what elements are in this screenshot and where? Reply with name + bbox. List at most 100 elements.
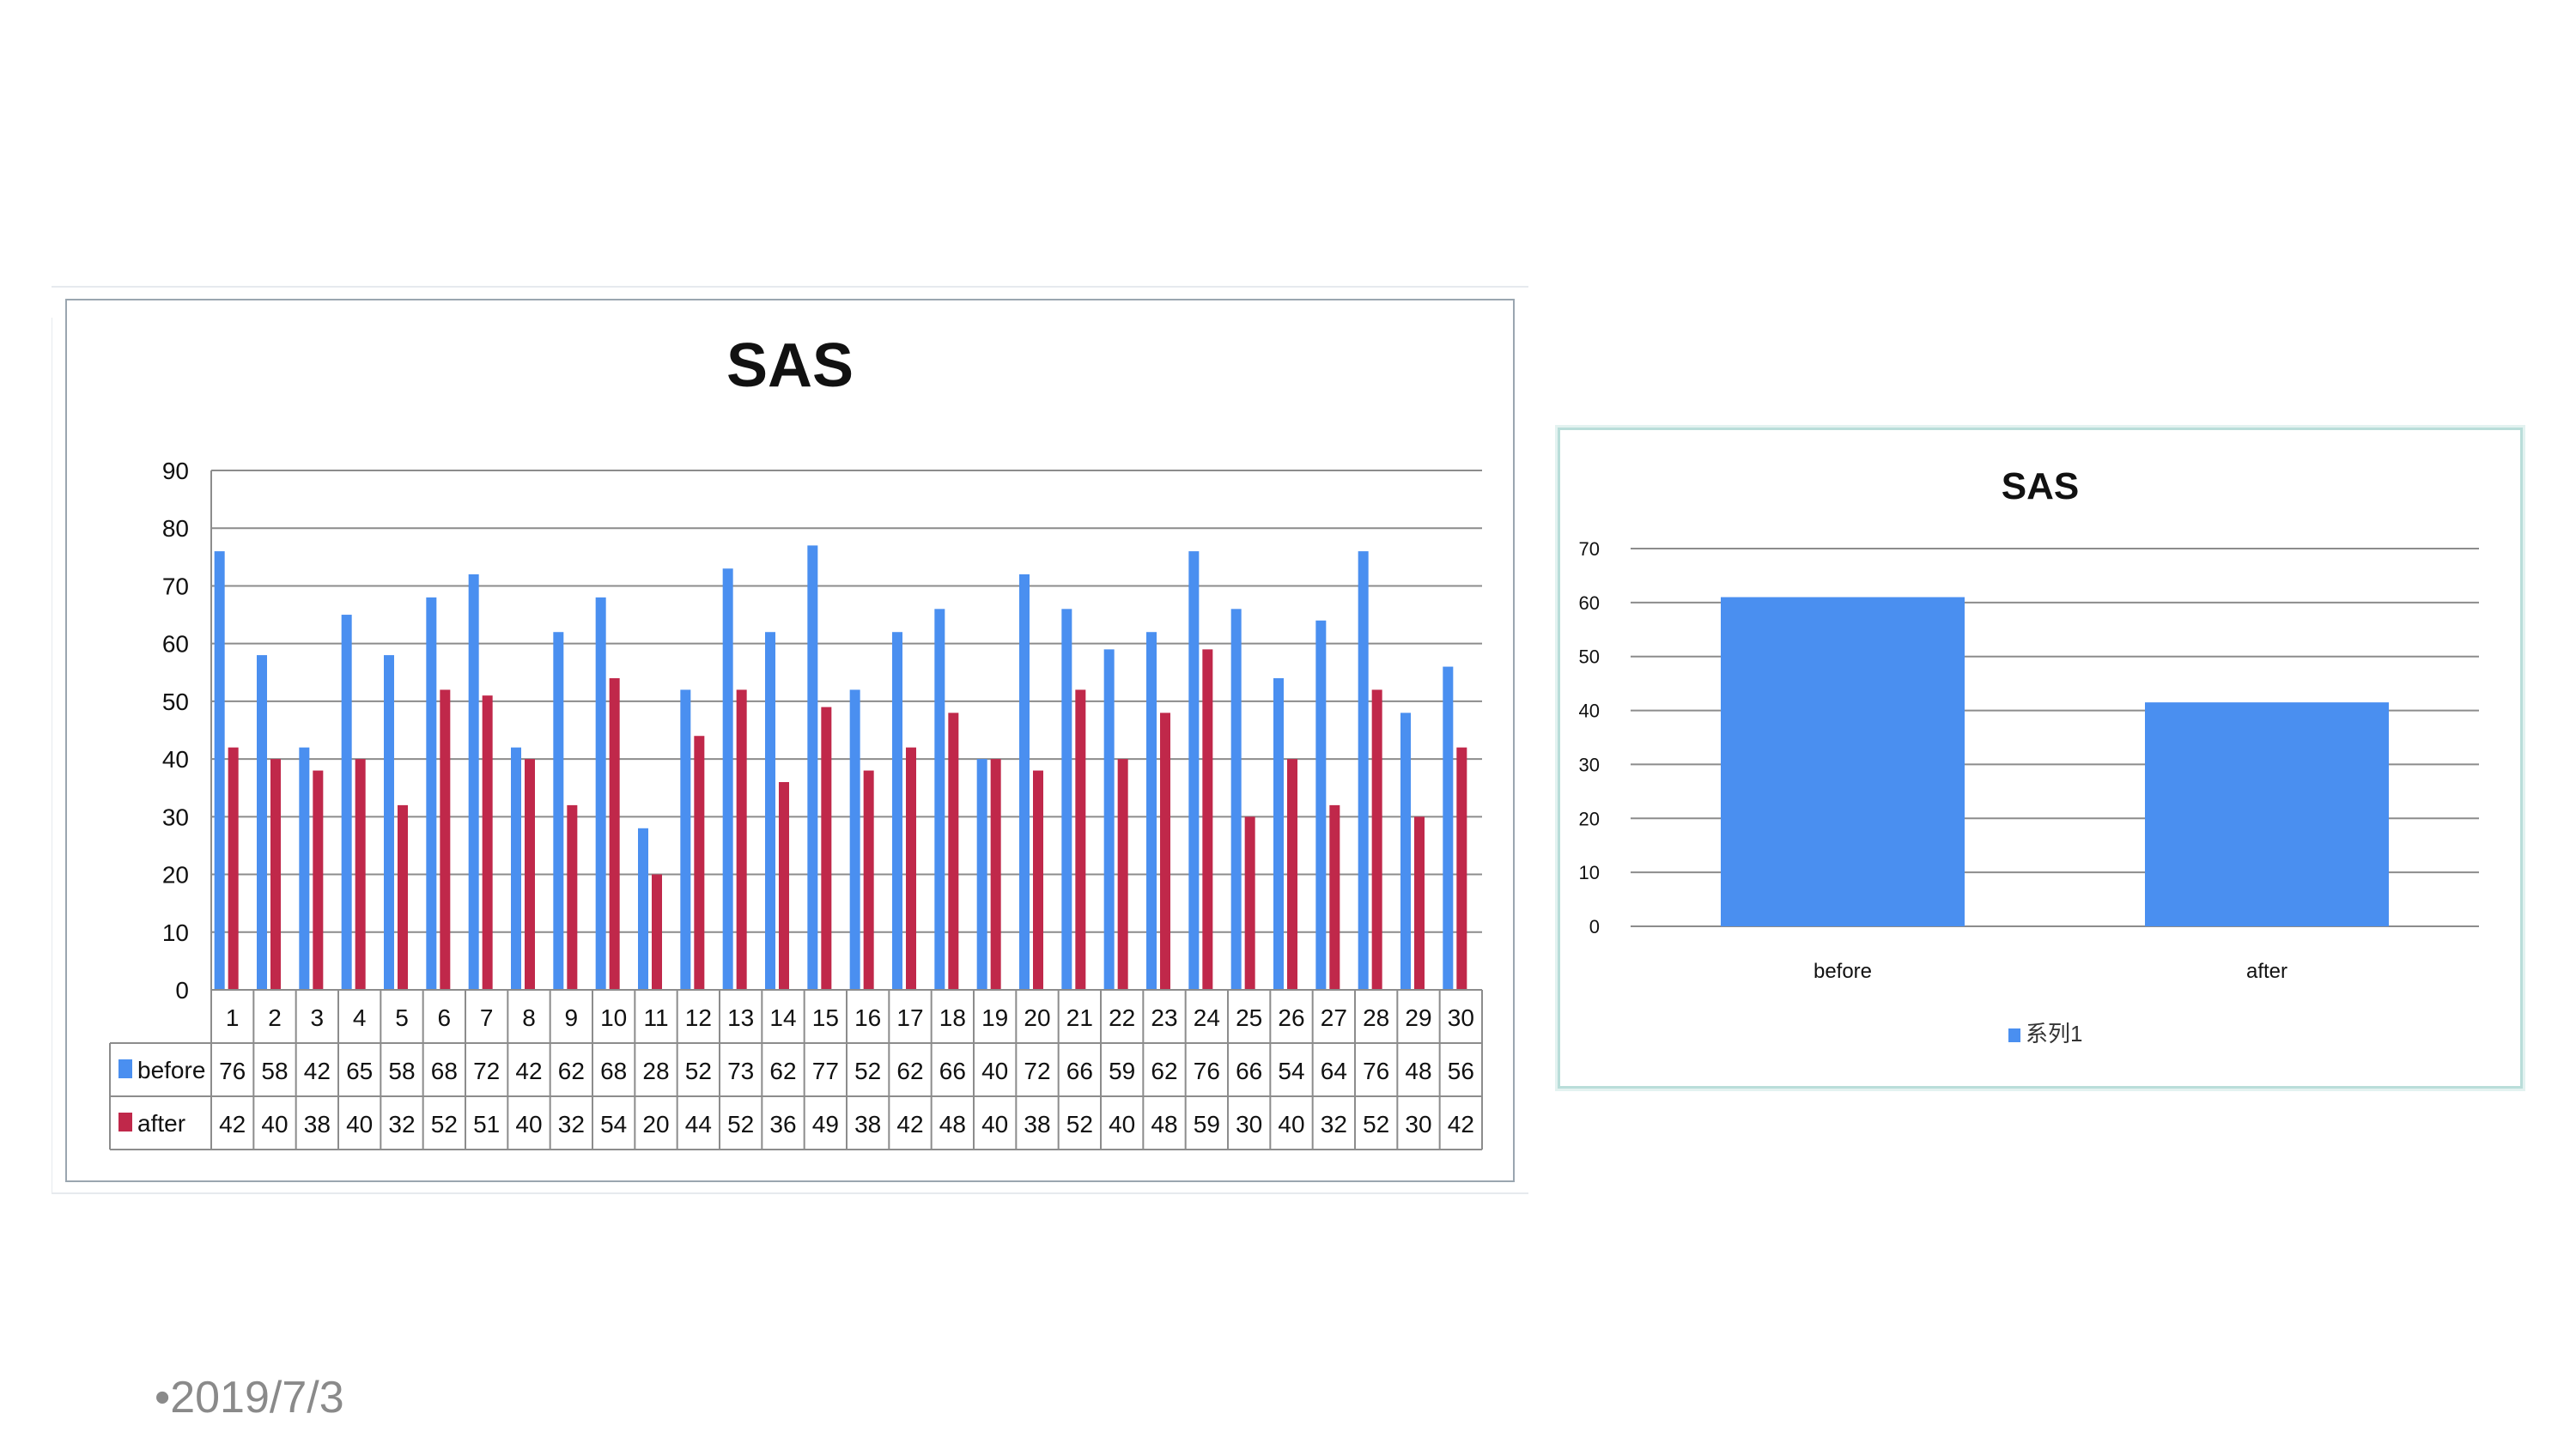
c1-bar-after: [906, 747, 916, 990]
c1-category-label: 8: [522, 1004, 536, 1031]
chart1-title: SAS: [726, 331, 854, 400]
c1-table-value: 62: [769, 1058, 796, 1084]
c1-bar-after: [863, 770, 874, 990]
c1-table-value: 32: [1321, 1111, 1347, 1138]
c2-bar-after: [2145, 702, 2389, 926]
sas-comparison-chart-panel[interactable]: SAS 0 10 20 30 40 50 60 70 80 90 1 2 3 4 5 6 7 8 9 10 11 12 1…: [65, 299, 1515, 1182]
c1-table-value: 44: [685, 1111, 712, 1138]
c2-ytick-label: 70: [1579, 538, 1600, 560]
c1-category-label: 26: [1278, 1004, 1304, 1031]
c1-table-value: 58: [388, 1058, 415, 1084]
c1-category-label: 18: [939, 1004, 966, 1031]
c2-ytick-label: 30: [1579, 754, 1600, 775]
c1-category-label: 10: [600, 1004, 627, 1031]
legend-swatch-series1: [2008, 1028, 2020, 1042]
c1-table-value: 51: [473, 1111, 500, 1138]
c1-table-value: 48: [939, 1111, 966, 1138]
c1-ytick-label: 10: [162, 919, 189, 946]
c1-table-value: 32: [558, 1111, 585, 1138]
c1-bar-before: [214, 551, 225, 990]
c1-bar-before: [1315, 620, 1327, 990]
c1-bar-before: [1146, 632, 1157, 990]
c1-table-value: 30: [1405, 1111, 1431, 1138]
c1-bar-after: [1033, 770, 1043, 990]
legend-label-series1: 系列1: [2026, 1021, 2082, 1047]
c1-category-label: 7: [480, 1004, 494, 1031]
c1-category-label: 27: [1321, 1004, 1347, 1031]
c1-bar-before: [1273, 678, 1284, 990]
c1-bar-after: [609, 678, 620, 990]
c1-table-value: 40: [981, 1058, 1008, 1084]
c1-ytick-label: 0: [175, 977, 189, 1004]
c1-bar-before: [426, 597, 437, 990]
c1-legend-swatch-after: [118, 1113, 132, 1131]
c2-ytick-label: 60: [1579, 592, 1600, 614]
c1-bar-before: [722, 568, 733, 990]
c1-table-value: 40: [981, 1111, 1008, 1138]
c2-category-label: before: [1814, 960, 1872, 983]
c1-ytick-label: 30: [162, 804, 189, 830]
c1-bar-before: [976, 759, 987, 990]
c1-bar-before: [1103, 649, 1115, 990]
c1-table-value: 28: [642, 1058, 669, 1084]
c2-bar-before: [1721, 597, 1965, 926]
c1-table-value: 54: [1278, 1058, 1304, 1084]
c1-bar-after: [525, 759, 535, 990]
c1-table-value: 20: [642, 1111, 669, 1138]
c1-bar-after: [398, 804, 408, 990]
c1-category-label: 14: [769, 1004, 796, 1031]
c1-table-value: 59: [1194, 1111, 1220, 1138]
c1-category-label: 13: [727, 1004, 754, 1031]
c1-legend-label-after: after: [137, 1110, 185, 1137]
c1-legend-swatch-before: [118, 1059, 132, 1078]
c1-bar-after: [270, 759, 281, 990]
c1-bar-after: [652, 874, 662, 990]
c1-bar-before: [1061, 609, 1072, 990]
c1-table-value: 36: [769, 1111, 796, 1138]
c1-category-label: 3: [311, 1004, 325, 1031]
c1-bar-before: [468, 574, 479, 990]
c1-category-label: 21: [1066, 1004, 1093, 1031]
c1-table-value: 38: [1024, 1111, 1050, 1138]
c1-ytick-label: 70: [162, 573, 189, 599]
c1-bar-before: [384, 655, 394, 990]
c1-bar-after: [482, 695, 493, 990]
c1-table-value: 40: [1109, 1111, 1135, 1138]
c1-bar-before: [341, 615, 352, 990]
sas-average-chart: SAS 0 10 20 30 40 50 60 70 before after 系列1: [1579, 465, 2479, 1047]
c1-ytick-label: 80: [162, 515, 189, 542]
c1-bar-after: [1244, 816, 1255, 990]
c1-table-value: 42: [515, 1058, 542, 1084]
c1-table-value: 40: [515, 1111, 542, 1138]
c1-ytick-label: 50: [162, 689, 189, 715]
c1-bar-after: [1202, 649, 1213, 990]
c1-bar-before: [892, 632, 902, 990]
c1-category-label: 2: [268, 1004, 282, 1031]
c1-table-value: 42: [1448, 1111, 1474, 1138]
c1-bar-after: [313, 770, 324, 990]
c1-bar-after: [567, 804, 578, 990]
c1-bar-before: [1188, 551, 1200, 990]
c1-category-label: 6: [438, 1004, 452, 1031]
c1-bar-before: [765, 632, 775, 990]
c1-bar-before: [1358, 551, 1369, 990]
c1-bar-after: [948, 713, 959, 990]
c2-ytick-label: 10: [1579, 862, 1600, 883]
c1-category-label: 17: [896, 1004, 923, 1031]
c1-table-value: 52: [685, 1058, 712, 1084]
c1-table-value: 77: [812, 1058, 839, 1084]
c1-table-value: 48: [1151, 1111, 1177, 1138]
c1-ytick-label: 20: [162, 862, 189, 889]
c1-table-value: 62: [896, 1058, 923, 1084]
c1-bar-before: [1400, 713, 1411, 990]
c1-bar-before: [680, 689, 691, 990]
sas-average-chart-panel[interactable]: SAS 0 10 20 30 40 50 60 70 before after 系列1: [1558, 428, 2523, 1089]
c1-table-value: 32: [388, 1111, 415, 1138]
c1-table-value: 65: [346, 1058, 373, 1084]
c1-category-label: 22: [1109, 1004, 1135, 1031]
c1-category-label: 29: [1405, 1004, 1431, 1031]
c1-table-value: 30: [1236, 1111, 1262, 1138]
c1-bar-before: [849, 689, 860, 990]
c1-category-label: 12: [685, 1004, 712, 1031]
c1-table-value: 40: [346, 1111, 373, 1138]
